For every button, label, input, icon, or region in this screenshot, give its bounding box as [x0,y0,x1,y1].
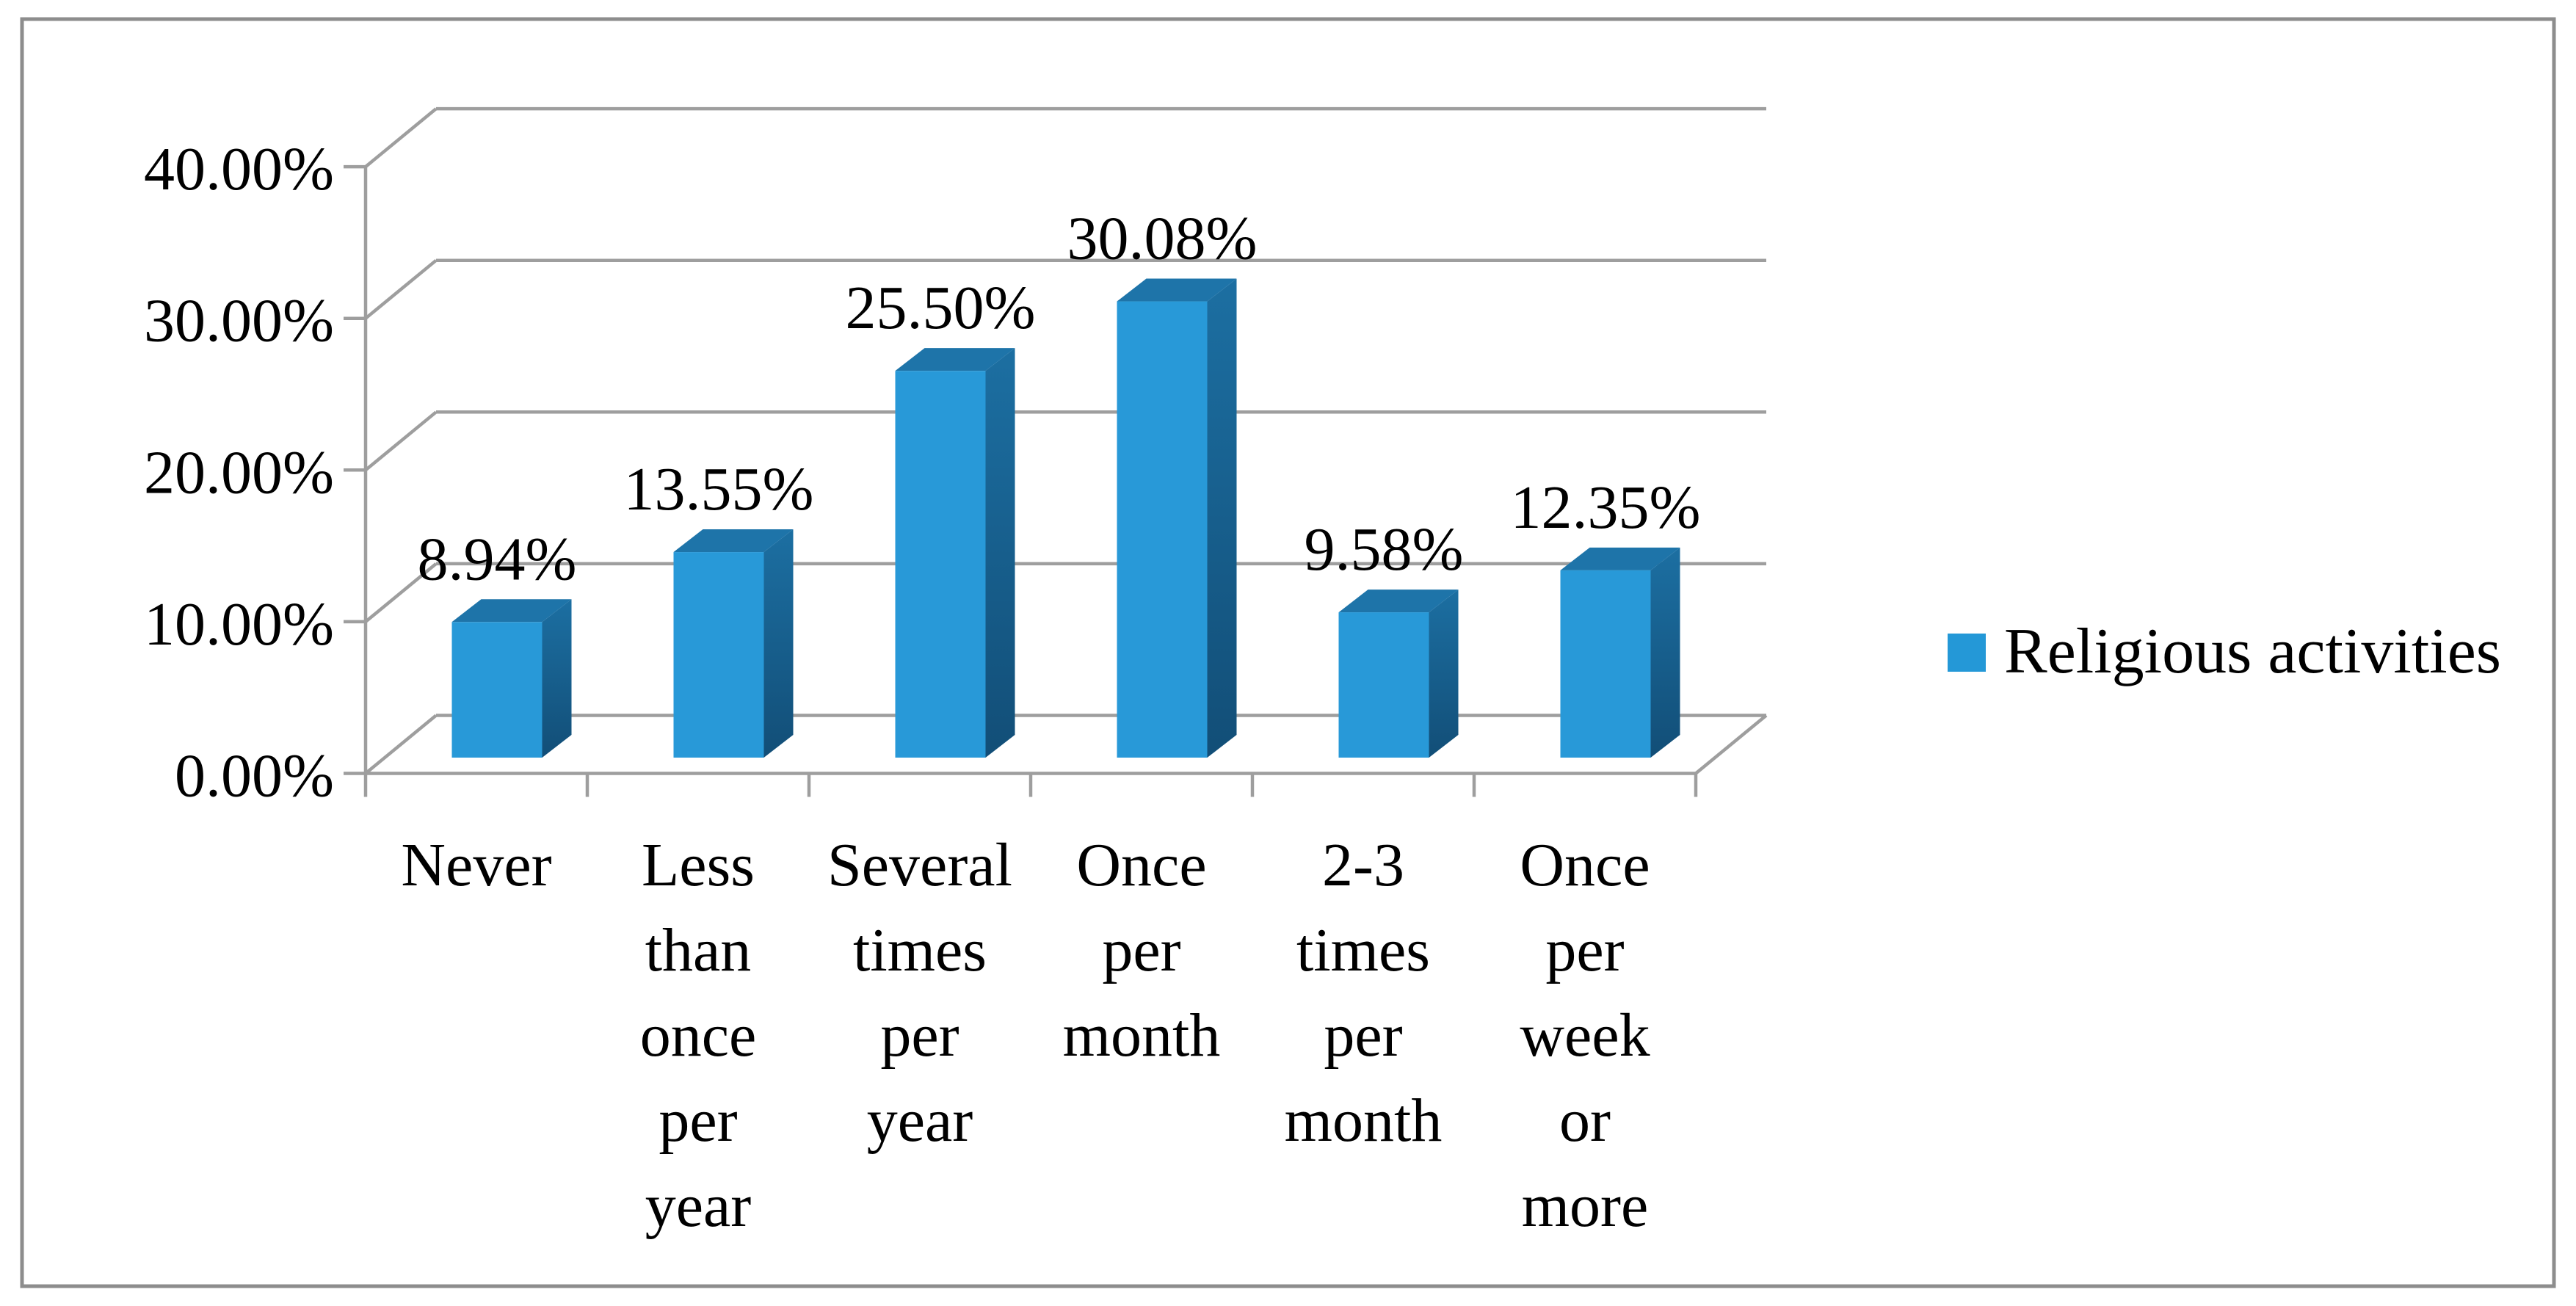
category-label-line: month [1063,1001,1221,1070]
bar-front-face [1338,612,1429,758]
category-label-line: month [1285,1086,1443,1155]
gridline-depth [364,410,438,472]
data-label: 8.94% [418,525,577,593]
bar-once-per-week-or-more [1560,547,1680,758]
bar-side-face [542,599,572,758]
data-label: 12.35% [1511,474,1701,542]
bar-side-face [1650,547,1680,758]
bar-side-face [985,348,1015,758]
category-label-line: per [1102,916,1180,984]
gridlines-layer [344,106,1766,775]
bar-top-face [1560,547,1680,570]
bar-top-face [451,599,572,623]
gridline-depth [364,714,438,775]
category-label-line: per [1545,916,1624,984]
category-label-line: Once [1076,831,1206,899]
category-label-line: Less [642,831,755,899]
bar-side-face [1207,278,1237,758]
bar-front-face [673,552,764,758]
data-label: 13.55% [624,455,814,523]
y-axis-label: 40.00% [144,135,334,203]
bar-top-face [895,348,1015,371]
bars-layer [451,278,1680,758]
figure-border [20,17,2556,1288]
y-axis-label: 0.00% [175,742,334,810]
axes-layer [363,167,1768,797]
category-label-line: year [867,1086,973,1155]
category-label-line: once [640,1001,757,1070]
bar-front-face [895,371,986,758]
category-labels-layer: Never Less than once per year Several times per y… [401,831,1650,1240]
y-axis-label: 30.00% [144,287,334,355]
y-axis-label: 10.00% [144,590,334,659]
legend-label: Religious activities [2004,616,2501,687]
bar-front-face [1117,301,1208,758]
data-labels-layer: 8.94% 13.55% 25.50% 30.08% 9.58% 12.35% [418,205,1701,594]
bar-several-times-per-year [895,348,1015,758]
bar-never [451,599,572,758]
gridline-depth [364,107,438,168]
bar-top-face [673,529,794,553]
category-label-line: Once [1520,831,1650,899]
bar-front-face [451,622,543,758]
category-label-line: per [658,1086,737,1155]
data-label: 25.50% [846,274,1036,342]
bar-side-face [1429,589,1459,758]
category-label-line: times [853,916,987,984]
category-label-line: 2-3 [1322,831,1404,899]
bar-top-face [1117,278,1237,302]
category-label-line: Several [827,831,1012,899]
category-label-line: week [1520,1001,1650,1070]
category-label-line: per [1324,1001,1402,1070]
y-axis-labels-layer: 0.00% 10.00% 20.00% 30.00% 40.00% [144,135,334,810]
y-axis-label: 20.00% [144,438,334,507]
category-label-line: than [645,916,752,984]
floor-right-edge [1694,714,1768,775]
category-label-line: year [645,1172,752,1240]
gridline-depth [364,258,438,320]
bar-front-face [1560,570,1651,758]
bar-2-3-times-per-month [1338,589,1459,758]
data-label: 30.08% [1067,205,1258,273]
bar-top-face [1338,589,1459,613]
category-label-line: or [1559,1086,1611,1155]
category-label-line: per [880,1001,959,1070]
bar-side-face [763,529,794,758]
category-label-line: times [1296,916,1430,984]
legend-key-swatch [1948,634,1986,672]
category-label-line: more [1522,1172,1649,1240]
bar-once-per-month [1117,278,1237,758]
data-label: 9.58% [1305,515,1464,584]
bar-less-than-once-per-year [673,529,794,758]
gridline-depth [364,562,438,623]
legend: Religious activities [1948,616,2501,687]
category-label-line: Never [401,831,551,899]
